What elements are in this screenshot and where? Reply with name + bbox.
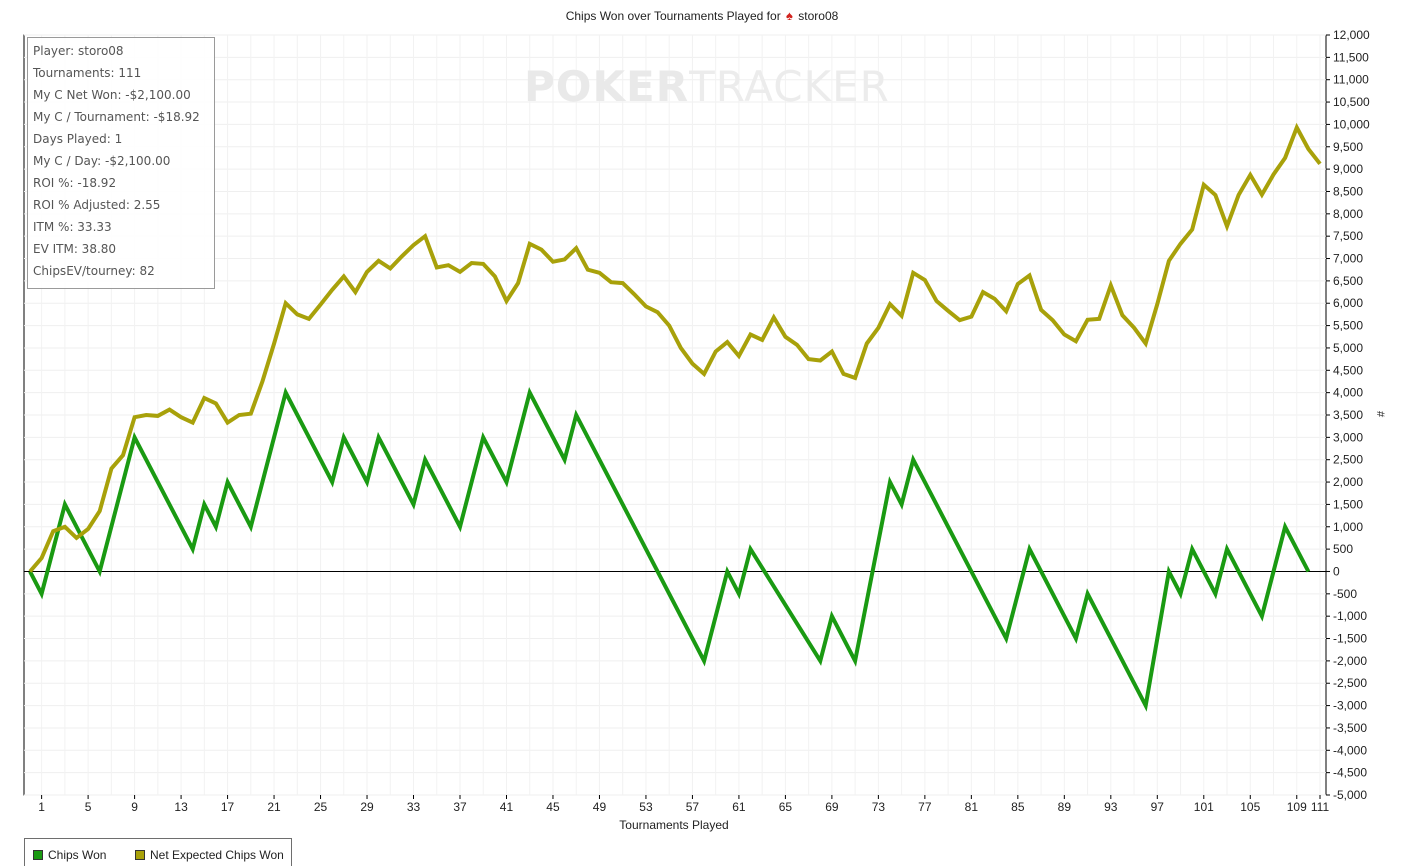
y-tick-label: 6,500 [1333, 274, 1363, 288]
chart-title: Chips Won over Tournaments Played for ♠ … [0, 8, 1404, 23]
y-tick-label: 3,000 [1333, 430, 1363, 444]
legend-label-chips-won: Chips Won [48, 848, 107, 862]
pokertracker-watermark: POKERTRACKER [524, 62, 890, 111]
chart-title-player: storo08 [798, 9, 839, 23]
stat-roi: ROI %: -18.92 [33, 176, 117, 190]
y-tick-label: 9,500 [1333, 140, 1363, 154]
x-axis-ticks: 1 5 9 13 17 21 25 29 33 37 41 45 49 53 57 61 65 69 73 77 81 8… [38, 795, 1329, 814]
stat-per-tournament: My C / Tournament: -$18.92 [33, 110, 200, 124]
series-lines [28, 122, 1322, 712]
y-tick-label: -2,000 [1333, 654, 1367, 668]
x-axis-label: Tournaments Played [619, 818, 729, 832]
stats-panel: Player: storo08 Tournaments: 111 My C Ne… [27, 37, 215, 289]
y-tick-label: 5,500 [1333, 319, 1363, 333]
y-tick-label: -1,500 [1333, 632, 1367, 646]
y-tick-label: 2,500 [1333, 453, 1363, 467]
x-tick-label: 109 [1287, 800, 1307, 814]
legend: Chips Won Net Expected Chips Won [24, 838, 292, 866]
x-tick-label: 21 [267, 800, 281, 814]
y-tick-label: 10,500 [1333, 95, 1370, 109]
y-axis-ticks: -5,000 -4,500 -4,000 -3,500 -3,000 -2,500 -2,0… [1326, 28, 1370, 802]
y-tick-label: 7,500 [1333, 229, 1363, 243]
grid-lines [24, 34, 1326, 796]
series-line-net-expected [28, 122, 1322, 573]
x-tick-label: 111 [1311, 800, 1330, 814]
series-line-chips-won [28, 387, 1311, 712]
x-tick-label: 13 [174, 800, 188, 814]
x-tick-label: 57 [686, 800, 700, 814]
y-tick-label: 5,000 [1333, 341, 1363, 355]
y-tick-label: -4,000 [1333, 743, 1367, 757]
stat-net-won: My C Net Won: -$2,100.00 [33, 88, 191, 102]
y-tick-label: -4,500 [1333, 766, 1367, 780]
chart-title-text: Chips Won over Tournaments Played for [565, 9, 781, 23]
x-tick-label: 101 [1194, 800, 1214, 814]
x-tick-label: 5 [85, 800, 92, 814]
y-tick-label: -2,500 [1333, 676, 1367, 690]
stat-itm: ITM %: 33.33 [33, 220, 112, 234]
y-tick-label: 1,500 [1333, 497, 1363, 511]
x-tick-label: 1 [38, 800, 45, 814]
x-tick-label: 97 [1151, 800, 1165, 814]
x-tick-label: 105 [1240, 800, 1260, 814]
stat-ev-itm: EV ITM: 38.80 [33, 242, 117, 256]
stat-player: Player: storo08 [33, 44, 124, 58]
stat-days-played: Days Played: 1 [33, 132, 123, 146]
x-tick-label: 81 [965, 800, 979, 814]
y-tick-label: 11,500 [1333, 50, 1369, 64]
x-tick-label: 37 [453, 800, 467, 814]
y-tick-label: -5,000 [1333, 788, 1367, 802]
legend-swatch-chips-won [33, 850, 43, 860]
x-tick-label: 45 [546, 800, 560, 814]
x-tick-label: 73 [872, 800, 886, 814]
y-tick-label: -500 [1333, 587, 1357, 601]
x-tick-label: 49 [593, 800, 607, 814]
y-tick-label: 4,000 [1333, 386, 1363, 400]
y-tick-label: 9,000 [1333, 162, 1363, 176]
x-tick-label: 69 [825, 800, 839, 814]
y-tick-label: 3,500 [1333, 408, 1363, 422]
legend-label-net-expected: Net Expected Chips Won [150, 848, 284, 862]
y-tick-label: 12,000 [1333, 28, 1370, 42]
y-tick-label: 10,000 [1333, 117, 1370, 131]
x-tick-label: 77 [918, 800, 932, 814]
y-axis-label: # [1374, 410, 1387, 418]
x-tick-label: 89 [1058, 800, 1072, 814]
x-tick-label: 33 [407, 800, 421, 814]
spade-icon: ♠ [786, 8, 793, 23]
x-tick-label: 29 [360, 800, 374, 814]
legend-swatch-net-expected [135, 850, 145, 860]
y-tick-label: 11,000 [1333, 73, 1369, 87]
y-tick-label: 7,000 [1333, 252, 1363, 266]
stat-tournaments: Tournaments: 111 [33, 66, 142, 80]
x-tick-label: 9 [131, 800, 138, 814]
y-tick-label: 6,000 [1333, 296, 1363, 310]
x-tick-label: 17 [221, 800, 235, 814]
legend-item-chips-won: Chips Won [33, 848, 106, 862]
watermark-part1: POKER [524, 62, 690, 111]
y-tick-label: 4,500 [1333, 363, 1363, 377]
y-tick-label: -3,000 [1333, 699, 1367, 713]
stat-per-day: My C / Day: -$2,100.00 [33, 154, 171, 168]
x-tick-label: 61 [732, 800, 746, 814]
y-tick-label: -1,000 [1333, 609, 1367, 623]
x-tick-label: 93 [1104, 800, 1118, 814]
y-tick-label: 500 [1333, 542, 1353, 556]
x-tick-label: 65 [779, 800, 793, 814]
x-tick-label: 53 [639, 800, 653, 814]
legend-item-net-expected: Net Expected Chips Won [135, 848, 284, 862]
y-tick-label: 2,000 [1333, 475, 1363, 489]
y-tick-label: 0 [1333, 564, 1340, 578]
y-tick-label: 8,000 [1333, 207, 1363, 221]
stat-chipsev-tourney: ChipsEV/tourney: 82 [33, 264, 155, 278]
y-tick-label: 8,500 [1333, 184, 1363, 198]
stat-roi-adjusted: ROI % Adjusted: 2.55 [33, 198, 161, 212]
watermark-part2: TRACKER [689, 62, 890, 111]
y-tick-label: 1,000 [1333, 520, 1363, 534]
x-tick-label: 41 [500, 800, 514, 814]
y-tick-label: -3,500 [1333, 721, 1367, 735]
x-tick-label: 25 [314, 800, 328, 814]
x-tick-label: 85 [1011, 800, 1025, 814]
